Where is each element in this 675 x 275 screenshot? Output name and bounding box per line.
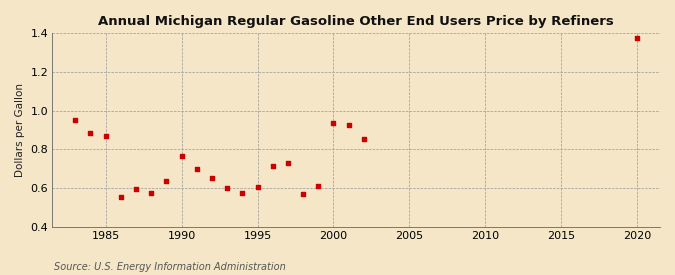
- Point: [191, 166, 202, 171]
- Point: [70, 118, 80, 122]
- Point: [207, 176, 217, 180]
- Point: [146, 191, 157, 196]
- Point: [328, 121, 339, 125]
- Point: [344, 122, 354, 127]
- Text: Source: U.S. Energy Information Administration: Source: U.S. Energy Information Administ…: [54, 262, 286, 272]
- Point: [632, 36, 643, 40]
- Point: [313, 184, 324, 188]
- Point: [252, 185, 263, 189]
- Point: [283, 161, 294, 165]
- Point: [176, 154, 187, 158]
- Y-axis label: Dollars per Gallon: Dollars per Gallon: [15, 83, 25, 177]
- Point: [358, 137, 369, 142]
- Point: [267, 164, 278, 168]
- Point: [221, 186, 232, 191]
- Title: Annual Michigan Regular Gasoline Other End Users Price by Refiners: Annual Michigan Regular Gasoline Other E…: [99, 15, 614, 28]
- Point: [161, 179, 171, 183]
- Point: [130, 187, 141, 191]
- Point: [85, 131, 96, 136]
- Point: [237, 191, 248, 195]
- Point: [298, 191, 308, 196]
- Point: [100, 134, 111, 138]
- Point: [115, 195, 126, 200]
